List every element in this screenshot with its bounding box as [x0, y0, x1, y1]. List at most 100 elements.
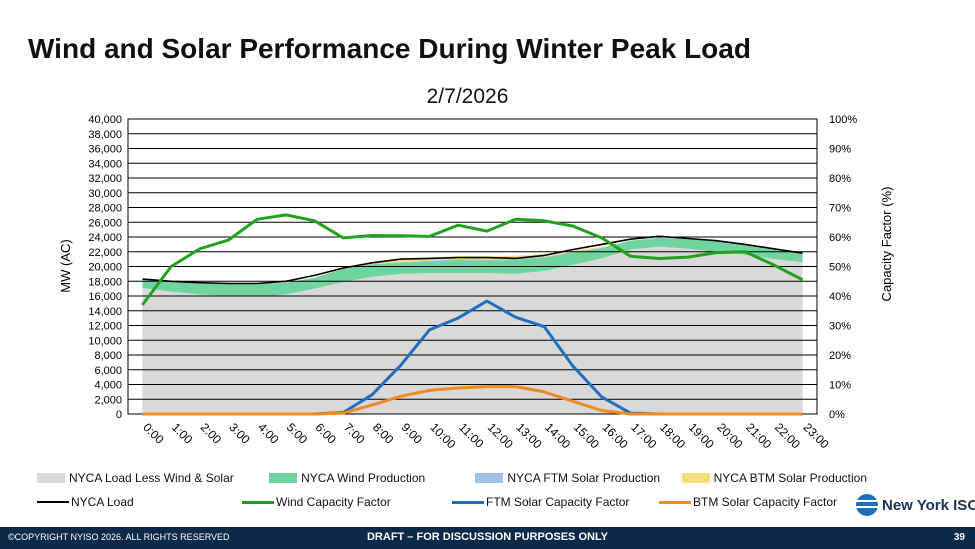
x-tick-label: 23:00 [801, 420, 832, 451]
y2-tick-label: 20% [829, 350, 851, 362]
x-tick-label: 9:00 [399, 420, 426, 447]
legend-swatch-wind-cf [242, 500, 274, 504]
footer-bar: ©COPYRIGHT NYISO 2026. ALL RIGHTS RESERV… [0, 527, 975, 549]
legend-item-btm-production: NYCA BTM Solar Production [681, 471, 868, 485]
legend-label-btm-cf: BTM Solar Capacity Factor [693, 495, 838, 509]
x-tick-label: 12:00 [485, 420, 516, 451]
y-tick-label: 2,000 [94, 394, 122, 406]
y2-tick-label: 90% [829, 144, 851, 156]
area-series-0 [142, 246, 803, 414]
y-tick-label: 30,000 [88, 188, 122, 200]
y2-tick-label: 40% [829, 291, 851, 303]
x-tick-label: 18:00 [657, 420, 688, 451]
legend-swatch-nyca-load [37, 501, 69, 503]
legend-label-load-less: NYCA Load Less Wind & Solar [69, 471, 234, 485]
y2-axis-title: Capacity Factor (%) [879, 187, 894, 302]
page-number: 39 [953, 532, 965, 543]
y-tick-label: 6,000 [94, 365, 122, 377]
y-tick-label: 40,000 [88, 114, 122, 126]
y2-tick-label: 80% [829, 173, 851, 185]
chart-title: 2/7/2026 [426, 85, 509, 108]
x-tick-label: 21:00 [743, 420, 774, 451]
legend-item-ftm-production: NYCA FTM Solar Production [475, 471, 681, 485]
logo-text: New York ISO [882, 496, 975, 514]
legend-swatch-ftm-cf [452, 500, 484, 504]
y-tick-label: 22,000 [88, 247, 122, 259]
y-tick-label: 28,000 [88, 203, 122, 215]
y-tick-label: 38,000 [88, 129, 122, 141]
x-tick-label: 14:00 [542, 420, 573, 451]
legend-swatch-btm-production [681, 473, 710, 483]
legend-label-wind-production: NYCA Wind Production [301, 471, 426, 485]
legend-label-ftm-production: NYCA FTM Solar Production [507, 471, 661, 485]
y-tick-label: 4,000 [94, 380, 122, 392]
x-tick-label: 10:00 [427, 420, 458, 451]
y-tick-label: 36,000 [88, 144, 122, 156]
y-tick-label: 34,000 [88, 158, 122, 170]
x-tick-label: 1:00 [169, 420, 196, 447]
legend-label-nyca-load: NYCA Load [71, 495, 134, 509]
y-tick-label: 26,000 [88, 217, 122, 229]
x-tick-label: 16:00 [600, 420, 631, 451]
y-tick-label: 12,000 [88, 321, 122, 333]
legend-item-wind-production: NYCA Wind Production [269, 471, 475, 485]
slide-title: Wind and Solar Performance During Winter… [28, 33, 751, 64]
legend-item-ftm-cf: FTM Solar Capacity Factor [452, 495, 659, 509]
x-tick-label: 22:00 [772, 420, 803, 451]
x-tick-label: 7:00 [341, 420, 368, 447]
legend-swatch-wind-production [269, 473, 298, 483]
x-tick-label: 5:00 [284, 420, 311, 447]
area-series-1 [142, 237, 803, 297]
y2-tick-label: 70% [829, 203, 851, 215]
draft-notice: DRAFT – FOR DISCUSSION PURPOSES ONLY [366, 531, 609, 543]
legend-swatch-ftm-production [475, 473, 504, 483]
x-tick-label: 13:00 [513, 420, 544, 451]
y-tick-label: 14,000 [88, 306, 122, 318]
y-tick-label: 8,000 [94, 350, 122, 362]
legend-item-btm-cf: BTM Solar Capacity Factor [659, 495, 837, 509]
legend-item-wind-cf: Wind Capacity Factor [242, 495, 452, 509]
y2-tick-label: 30% [829, 321, 851, 333]
x-tick-label: 0:00 [140, 420, 167, 447]
chart-legend: NYCA Load Less Wind & Solar NYCA Wind Pr… [37, 466, 867, 514]
legend-row-areas: NYCA Load Less Wind & Solar NYCA Wind Pr… [37, 466, 867, 490]
globe-icon [856, 494, 878, 516]
x-tick-label: 3:00 [226, 420, 253, 447]
x-tick-label: 19:00 [686, 420, 717, 451]
line-series-1 [141, 213, 804, 306]
line-series-0 [142, 235, 803, 285]
copyright-text: ©COPYRIGHT NYISO 2026. ALL RIGHTS RESERV… [8, 532, 230, 542]
legend-swatch-load-less [37, 473, 65, 483]
y2-tick-label: 60% [829, 232, 851, 244]
chart-area: 0 2,000 4,000 6,000 8,000 10,000 12,000 14,000 1… [58, 114, 894, 452]
y2-tick-label: 0% [829, 409, 845, 421]
y-tick-label: 0 [116, 409, 122, 421]
y2-tick-label: 100% [829, 114, 857, 126]
y-tick-label: 16,000 [88, 291, 122, 303]
legend-swatch-btm-cf [659, 500, 691, 504]
x-tick-label: 2:00 [198, 420, 225, 447]
y2-tick-label: 50% [829, 262, 851, 274]
x-tick-label: 4:00 [255, 420, 282, 447]
legend-label-wind-cf: Wind Capacity Factor [276, 495, 391, 509]
line-series-3 [142, 385, 803, 416]
legend-item-nyca-load: NYCA Load [37, 495, 242, 509]
x-tick-label: 11:00 [456, 420, 487, 451]
y-tick-label: 32,000 [88, 173, 122, 185]
y-tick-label: 10,000 [88, 335, 122, 347]
x-tick-label: 20:00 [714, 420, 745, 451]
legend-label-btm-production: NYCA BTM Solar Production [713, 471, 868, 485]
x-tick-label: 17:00 [628, 420, 659, 451]
y2-tick-label: 10% [829, 380, 851, 392]
nyiso-logo: New York ISO [856, 494, 975, 516]
y-axis-title: MW (AC) [58, 239, 73, 292]
plot-border [127, 118, 818, 415]
legend-label-ftm-cf: FTM Solar Capacity Factor [486, 495, 630, 509]
y-tick-label: 24,000 [88, 232, 122, 244]
legend-row-lines: NYCA Load Wind Capacity Factor FTM Solar… [37, 490, 867, 514]
legend-item-load-less: NYCA Load Less Wind & Solar [37, 471, 269, 485]
x-tick-label: 6:00 [312, 420, 339, 447]
y-tick-label: 18,000 [88, 276, 122, 288]
x-tick-label: 15:00 [571, 420, 602, 451]
x-tick-label: 8:00 [370, 420, 397, 447]
